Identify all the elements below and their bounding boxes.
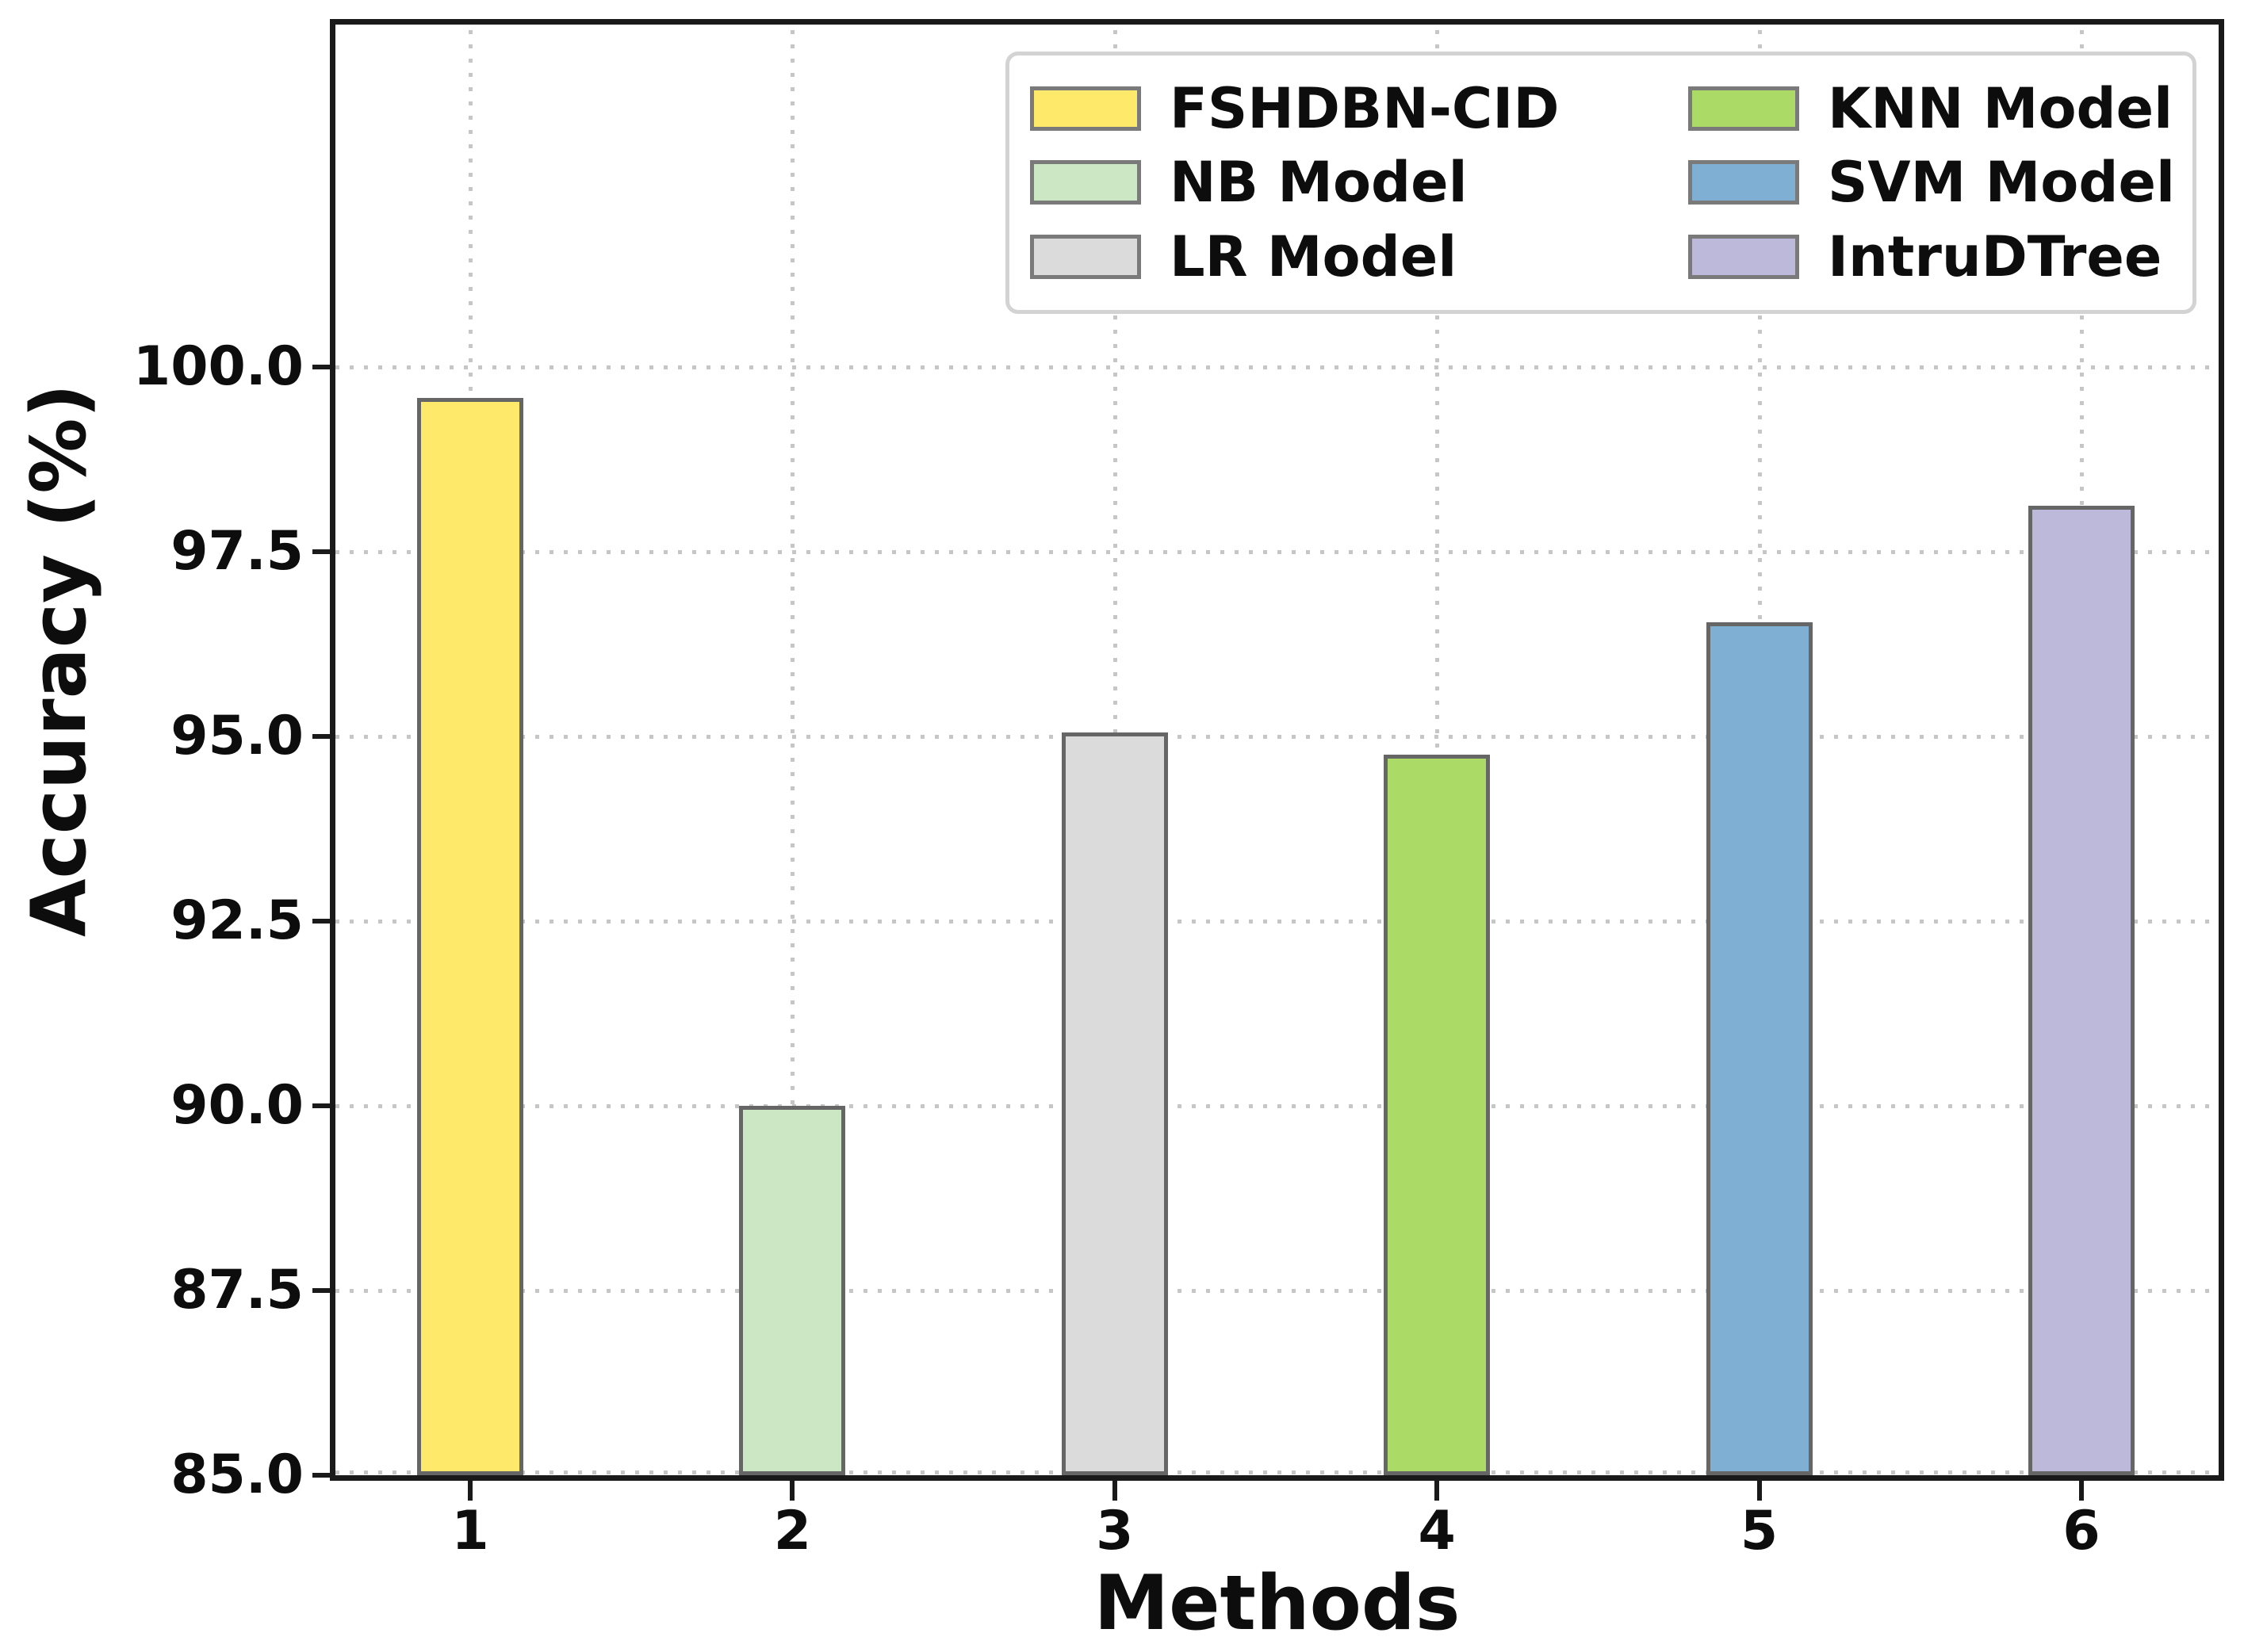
y-tick-85.0	[312, 1473, 331, 1478]
x-tick-label: 5	[1740, 1500, 1779, 1562]
v-gridline-4	[1435, 25, 1440, 1475]
bar-lr-model	[1061, 732, 1168, 1475]
x-tick-4	[1434, 1481, 1440, 1501]
y-axis-title: Accuracy (%)	[16, 383, 103, 938]
y-tick-label: 97.5	[170, 520, 304, 583]
bar-intrudtree	[2028, 506, 2135, 1475]
legend: FSHDBN-CID NB Model LR Model KNN Model SVM M…	[1005, 52, 2196, 314]
x-tick-5	[1756, 1481, 1762, 1501]
y-tick-92.5	[312, 919, 331, 924]
x-tick-label: 2	[773, 1500, 812, 1562]
legend-label-svm-model: SVM Model	[1828, 150, 2175, 216]
x-axis-title: Methods	[1093, 1560, 1461, 1647]
x-tick-label: 4	[1418, 1500, 1456, 1562]
y-tick-87.5	[312, 1288, 331, 1293]
x-tick-1	[468, 1481, 473, 1501]
y-tick-label: 85.0	[170, 1444, 304, 1506]
y-tick-100.0	[312, 365, 331, 369]
x-tick-2	[790, 1481, 795, 1501]
legend-item-fshdbn-cid: FSHDBN-CID	[1030, 81, 1688, 136]
legend-swatch-knn-model	[1688, 86, 1799, 131]
legend-item-knn-model: KNN Model	[1688, 81, 2180, 136]
legend-label-lr-model: LR Model	[1170, 224, 1457, 290]
legend-label-intrudtree: IntruDTree	[1828, 224, 2162, 290]
bar-knn-model	[1384, 755, 1491, 1475]
legend-label-nb-model: NB Model	[1170, 150, 1468, 216]
y-tick-label: 95.0	[170, 705, 304, 767]
legend-label-knn-model: KNN Model	[1828, 75, 2173, 141]
h-gridline-85.0	[335, 1470, 2219, 1474]
h-gridline-87.5	[335, 1289, 2219, 1293]
legend-swatch-intrudtree	[1688, 235, 1799, 280]
bar-nb-model	[739, 1106, 846, 1475]
y-tick-90.0	[312, 1103, 331, 1108]
legend-swatch-nb-model	[1030, 160, 1141, 205]
x-tick-6	[2079, 1481, 2084, 1501]
legend-swatch-svm-model	[1688, 160, 1799, 205]
x-tick-label: 6	[2062, 1500, 2100, 1562]
bar-svm-model	[1706, 621, 1813, 1475]
x-tick-label: 3	[1096, 1500, 1134, 1562]
legend-item-svm-model: SVM Model	[1688, 155, 2180, 210]
y-tick-label: 87.5	[170, 1259, 304, 1321]
y-tick-label: 92.5	[170, 889, 304, 952]
y-tick-label: 100.0	[132, 335, 304, 398]
y-tick-95.0	[312, 734, 331, 739]
legend-item-lr-model: LR Model	[1030, 229, 1688, 285]
x-tick-3	[1112, 1481, 1117, 1501]
legend-swatch-lr-model	[1030, 235, 1141, 280]
v-gridline-2	[791, 25, 795, 1475]
h-gridline-100.0	[335, 365, 2219, 369]
legend-label-fshdbn-cid: FSHDBN-CID	[1170, 75, 1560, 141]
y-tick-97.5	[312, 549, 331, 554]
legend-swatch-fshdbn-cid	[1030, 86, 1141, 131]
h-gridline-90.0	[335, 1104, 2219, 1108]
h-gridline-92.5	[335, 920, 2219, 924]
h-gridline-97.5	[335, 550, 2219, 554]
bar-fshdbn-cid	[417, 398, 523, 1475]
legend-item-intrudtree: IntruDTree	[1688, 229, 2180, 285]
plot-area	[335, 25, 2219, 1475]
legend-item-nb-model: NB Model	[1030, 155, 1688, 210]
x-tick-label: 1	[451, 1500, 489, 1562]
y-tick-label: 90.0	[170, 1074, 304, 1137]
h-gridline-95.0	[335, 735, 2219, 739]
